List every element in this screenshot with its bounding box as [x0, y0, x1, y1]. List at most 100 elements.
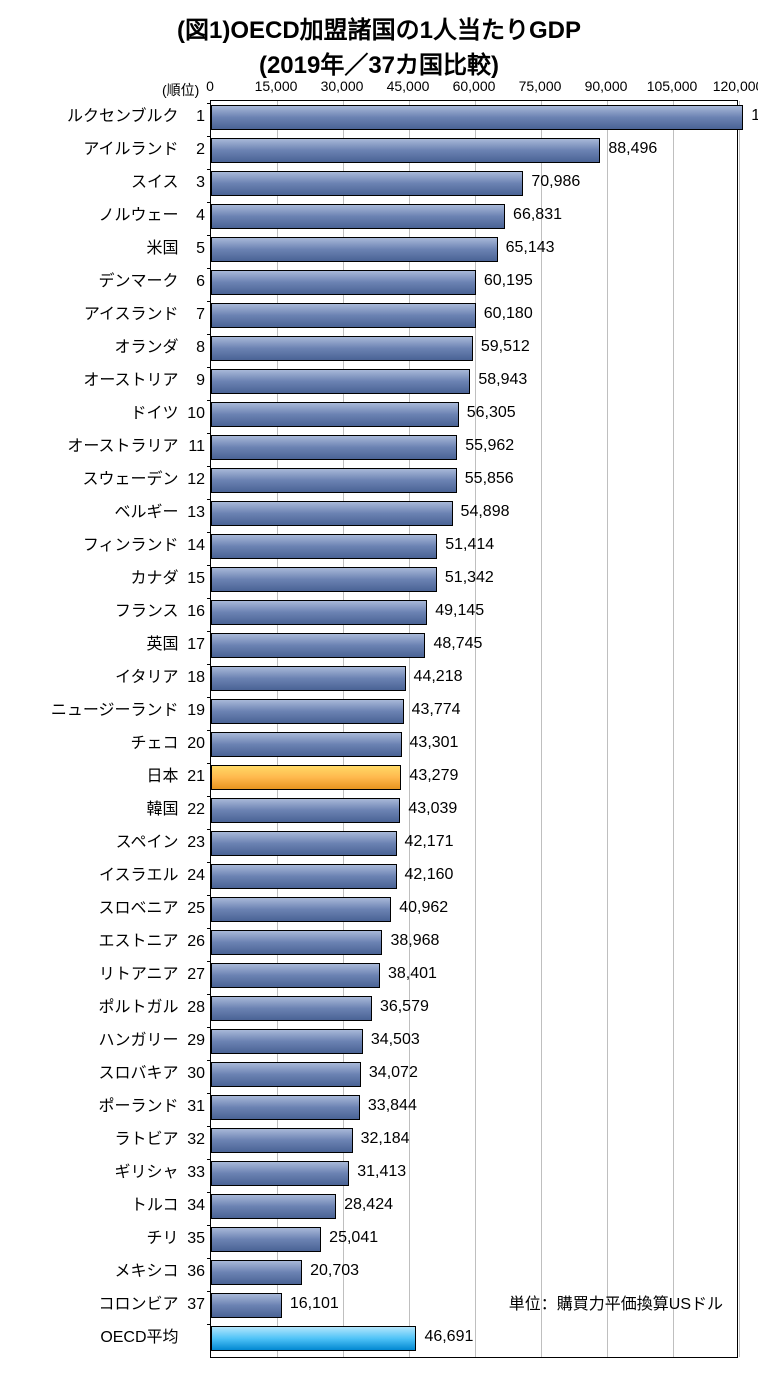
bar-value-label: 31,413 [357, 1163, 406, 1181]
bar-row: 120,980 [211, 101, 737, 134]
bar-value-label: 55,856 [465, 470, 514, 488]
bar-row: 43,039 [211, 794, 737, 827]
y-axis-label: コロンビア 37 [99, 1288, 205, 1321]
bar [211, 303, 476, 328]
bar-value-label: 34,072 [369, 1064, 418, 1082]
y-axis-label: チェコ 20 [131, 727, 205, 760]
gridline [739, 101, 740, 1357]
bar-row: 34,072 [211, 1058, 737, 1091]
y-axis-label: メキシコ 36 [115, 1255, 205, 1288]
bar-row: 70,986 [211, 167, 737, 200]
y-axis-label: ギリシャ 33 [115, 1156, 205, 1189]
bar-value-label: 20,703 [310, 1262, 359, 1280]
bar-value-label: 49,145 [435, 602, 484, 620]
bar-row: 42,171 [211, 827, 737, 860]
bar-value-label: 55,962 [465, 437, 514, 455]
bar-row: 66,831 [211, 200, 737, 233]
bar-value-label: 44,218 [414, 668, 463, 686]
bar [211, 270, 476, 295]
bar-value-label: 43,279 [409, 767, 458, 785]
y-axis-label: 日本 21 [147, 760, 205, 793]
x-tick-label: 0 [206, 78, 214, 94]
bar-row: 55,962 [211, 431, 737, 464]
bar [211, 864, 397, 889]
bar-row: 25,041 [211, 1223, 737, 1256]
bar-row: 34,503 [211, 1025, 737, 1058]
bar-row: 88,496 [211, 134, 737, 167]
bar-row: 60,195 [211, 266, 737, 299]
bar-row: 31,413 [211, 1157, 737, 1190]
chart-title-2: (2019年／37カ国比較) [0, 45, 758, 80]
bar-value-label: 59,512 [481, 338, 530, 356]
bar-row: 54,898 [211, 497, 737, 530]
bar [211, 237, 498, 262]
bar [211, 435, 457, 460]
y-axis-label: 韓国 22 [147, 793, 205, 826]
bar-value-label: 36,579 [380, 998, 429, 1016]
bar-value-label: 38,968 [390, 932, 439, 950]
y-axis-label: デンマーク 6 [99, 265, 205, 298]
bar-row: 48,745 [211, 629, 737, 662]
bar-row: 51,414 [211, 530, 737, 563]
bar-value-label: 48,745 [433, 635, 482, 653]
y-axis-label: オランダ 8 [115, 331, 205, 364]
bar [211, 996, 372, 1021]
bar [211, 798, 400, 823]
bar-value-label: 54,898 [461, 503, 510, 521]
bar-value-label: 42,171 [405, 833, 454, 851]
bar [211, 699, 404, 724]
bar [211, 1194, 336, 1219]
bar [211, 1128, 353, 1153]
bar-value-label: 43,039 [408, 800, 457, 818]
chart-title-1: (図1)OECD加盟諸国の1人当たりGDP [0, 0, 758, 45]
bar-row: 33,844 [211, 1091, 737, 1124]
y-axis-label: スウェーデン 12 [83, 463, 205, 496]
bar-value-label: 60,195 [484, 272, 533, 290]
bar [211, 831, 397, 856]
bar-row: 44,218 [211, 662, 737, 695]
bar [211, 138, 600, 163]
bar-row: 38,401 [211, 959, 737, 992]
bar-value-label: 28,424 [344, 1196, 393, 1214]
y-axis-label: フィンランド 14 [83, 529, 205, 562]
bar-value-label: 60,180 [484, 305, 533, 323]
y-axis-label: OECD平均 [100, 1321, 205, 1354]
bar [211, 204, 505, 229]
bar-row: 49,145 [211, 596, 737, 629]
bar-value-label: 65,143 [506, 239, 555, 257]
x-tick-label: 45,000 [387, 78, 430, 94]
bar [211, 765, 401, 790]
y-axis-label: ルクセンブルク 1 [67, 100, 205, 133]
bar-value-label: 38,401 [388, 965, 437, 983]
bar-value-label: 43,774 [412, 701, 461, 719]
bar [211, 666, 406, 691]
y-axis-label: イタリア 18 [115, 661, 205, 694]
bar-row: 58,943 [211, 365, 737, 398]
bar-row: 40,962 [211, 893, 737, 926]
bar [211, 1161, 349, 1186]
bar-row: 43,301 [211, 728, 737, 761]
bar [211, 1293, 282, 1318]
y-axis-label: スイス 3 [131, 166, 205, 199]
bar-value-label: 88,496 [608, 140, 657, 158]
bar [211, 600, 427, 625]
bar-row: 38,968 [211, 926, 737, 959]
y-axis-label: トルコ 34 [131, 1189, 205, 1222]
unit-note: 単位：購買力平価換算USドル [509, 1290, 723, 1314]
plot-area: 120,980 88,496 70,98666,831 65,143 60,195 60,… [210, 100, 738, 1358]
bar-row: 20,703 [211, 1256, 737, 1289]
y-axis-label: スペイン 23 [116, 826, 205, 859]
y-axis-label: ベルギー 13 [115, 496, 205, 529]
y-axis-label: チリ 35 [147, 1222, 205, 1255]
x-tick-label: 90,000 [585, 78, 628, 94]
x-tick-label: 75,000 [519, 78, 562, 94]
bar [211, 1260, 302, 1285]
y-axis-label: カナダ 15 [131, 562, 205, 595]
x-tick-label: 105,000 [647, 78, 698, 94]
x-tick-label: 15,000 [255, 78, 298, 94]
bar [211, 567, 437, 592]
bar-row: 28,424 [211, 1190, 737, 1223]
bar-row: 43,774 [211, 695, 737, 728]
y-axis-label: オーストリア 9 [83, 364, 205, 397]
bar [211, 633, 425, 658]
